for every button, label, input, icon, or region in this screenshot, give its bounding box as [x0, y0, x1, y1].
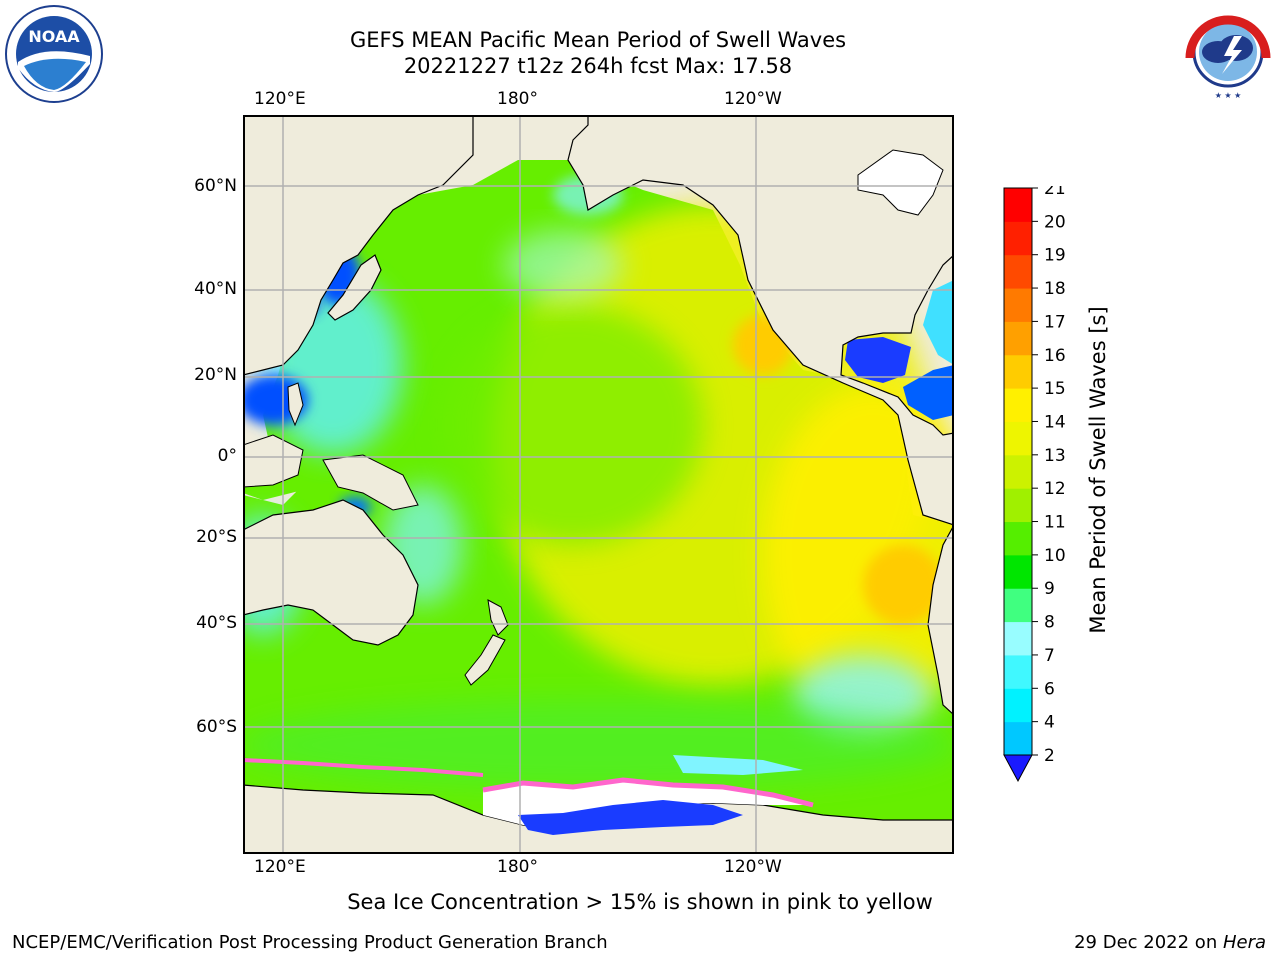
colorbar-bin: [1004, 188, 1032, 222]
colorbar-tick-label: 17: [1044, 312, 1066, 332]
colorbar-tick-label: 15: [1044, 379, 1066, 399]
lat-label-40n: 40°N: [194, 279, 237, 299]
lat-label-40s: 40°S: [196, 613, 237, 633]
north-cyan: [503, 230, 623, 300]
new-zealand-south: [464, 634, 506, 686]
colorbar-bin: [1004, 621, 1032, 656]
colorbar-bin: [1004, 521, 1032, 556]
colorbar-tick-label: 9: [1044, 579, 1055, 599]
nws-logo: ★ ★ ★: [1180, 4, 1276, 100]
map-border: [243, 115, 954, 854]
borneo-indonesia: [243, 434, 304, 488]
central-green: [443, 305, 703, 545]
footer-date-text: 29 Dec 2022 on: [1074, 932, 1223, 953]
asia: [243, 115, 474, 376]
colorbar-tick-label: 12: [1044, 479, 1066, 499]
colorbar-bin: [1004, 488, 1032, 523]
colorbar-bin: [1004, 688, 1032, 723]
gulf-of-mexico: [845, 337, 911, 383]
colorbar-bin: [1004, 454, 1032, 489]
ross-sea-blue: [518, 800, 743, 835]
japan: [327, 254, 382, 321]
colorbar-tick-label: 21: [1044, 186, 1066, 199]
swell-period-map: [243, 115, 954, 854]
colorbar-bin: [1004, 221, 1032, 256]
colorbar-under-arrow: [1003, 754, 1033, 783]
chart-title: GEFS MEAN Pacific Mean Period of Swell W…: [349, 28, 847, 52]
lon-label-top-120w: 120°W: [724, 89, 782, 109]
philippines: [287, 382, 304, 427]
lon-label-bottom-120e: 120°E: [254, 857, 306, 877]
colorbar-bin: [1004, 554, 1032, 589]
lat-label-20n: 20°N: [194, 365, 237, 385]
colorbar-tick-label: 2: [1044, 746, 1055, 766]
lon-label-top-120e: 120°E: [254, 89, 306, 109]
colorbar-tick-label: 6: [1044, 679, 1055, 699]
new-guinea: [322, 454, 419, 511]
colorbar-tick-label: 18: [1044, 279, 1066, 299]
graticule: [243, 115, 954, 854]
lon-label-top-180: 180°: [497, 89, 538, 109]
colorbar-outline: [1003, 187, 1033, 756]
colorbar-tick-label: 14: [1044, 412, 1066, 432]
footer-date: 29 Dec 2022 on Hera: [1074, 932, 1266, 953]
australia: [243, 499, 419, 646]
colorbar-bin: [1004, 588, 1032, 623]
lon-label-bottom-120w: 120°W: [724, 857, 782, 877]
lat-label-20s: 20°S: [196, 527, 237, 547]
colorbar-label: Mean Period of Swell Waves [s]: [1086, 306, 1110, 634]
colorbar-tick-label: 13: [1044, 446, 1066, 466]
new-zealand-north: [487, 599, 509, 636]
colorbar-tick-label: 11: [1044, 513, 1066, 533]
noaa-logo: NOAA: [5, 5, 103, 103]
colorbar: 21 20 19 18 17 16 15 14 13 12 11 10 9 8 7 6 4 2: [1003, 186, 1066, 783]
atlantic-cyan: [923, 280, 954, 365]
ocean-field: [243, 160, 954, 854]
colorbar-tick-label: 16: [1044, 346, 1066, 366]
lat-label-60n: 60°N: [194, 176, 237, 196]
colorbar-tick-label: 20: [1044, 212, 1066, 232]
caribbean-sea: [903, 365, 954, 420]
orange-patch-south: [863, 545, 943, 625]
colorbar-bin: [1004, 288, 1032, 322]
colorbar-tick-label: 8: [1044, 613, 1055, 633]
se-pacific-yellow: [763, 385, 954, 725]
lat-label-60s: 60°S: [196, 717, 237, 737]
colorbar-tick-label: 7: [1044, 646, 1055, 666]
svg-text:★ ★ ★: ★ ★ ★: [1215, 91, 1242, 100]
colorbar-tick-label: 10: [1044, 546, 1066, 566]
sea-ice-note: Sea Ice Concentration > 15% is shown in …: [347, 890, 933, 914]
colorbar-bin: [1004, 654, 1032, 689]
colorbar-bin: [1004, 721, 1032, 756]
north-america: [567, 115, 954, 526]
colorbar-bin: [1004, 354, 1032, 389]
colorbar-bin: [1004, 388, 1032, 422]
lat-label-0: 0°: [217, 446, 237, 466]
noaa-logo-text: NOAA: [28, 27, 80, 46]
south-green-band: [243, 700, 954, 790]
colorbar-tick-label: 19: [1044, 246, 1066, 266]
colorbar-bin: [1004, 421, 1032, 456]
colorbar-tick-label: 4: [1044, 713, 1055, 733]
colorbar-bin: [1004, 254, 1032, 289]
colorbar-bin: [1004, 321, 1032, 356]
lon-label-bottom-180: 180°: [497, 857, 538, 877]
greenland-white: [857, 149, 944, 216]
sea-ice-pink-edge: [482, 777, 814, 808]
footer-host: Hera: [1222, 932, 1266, 953]
ice-near-antarctic: [673, 755, 803, 775]
footer-credit: NCEP/EMC/Verification Post Processing Pr…: [12, 932, 608, 953]
chart-subtitle: 20221227 t12z 264h fcst Max: 17.58: [403, 54, 793, 78]
